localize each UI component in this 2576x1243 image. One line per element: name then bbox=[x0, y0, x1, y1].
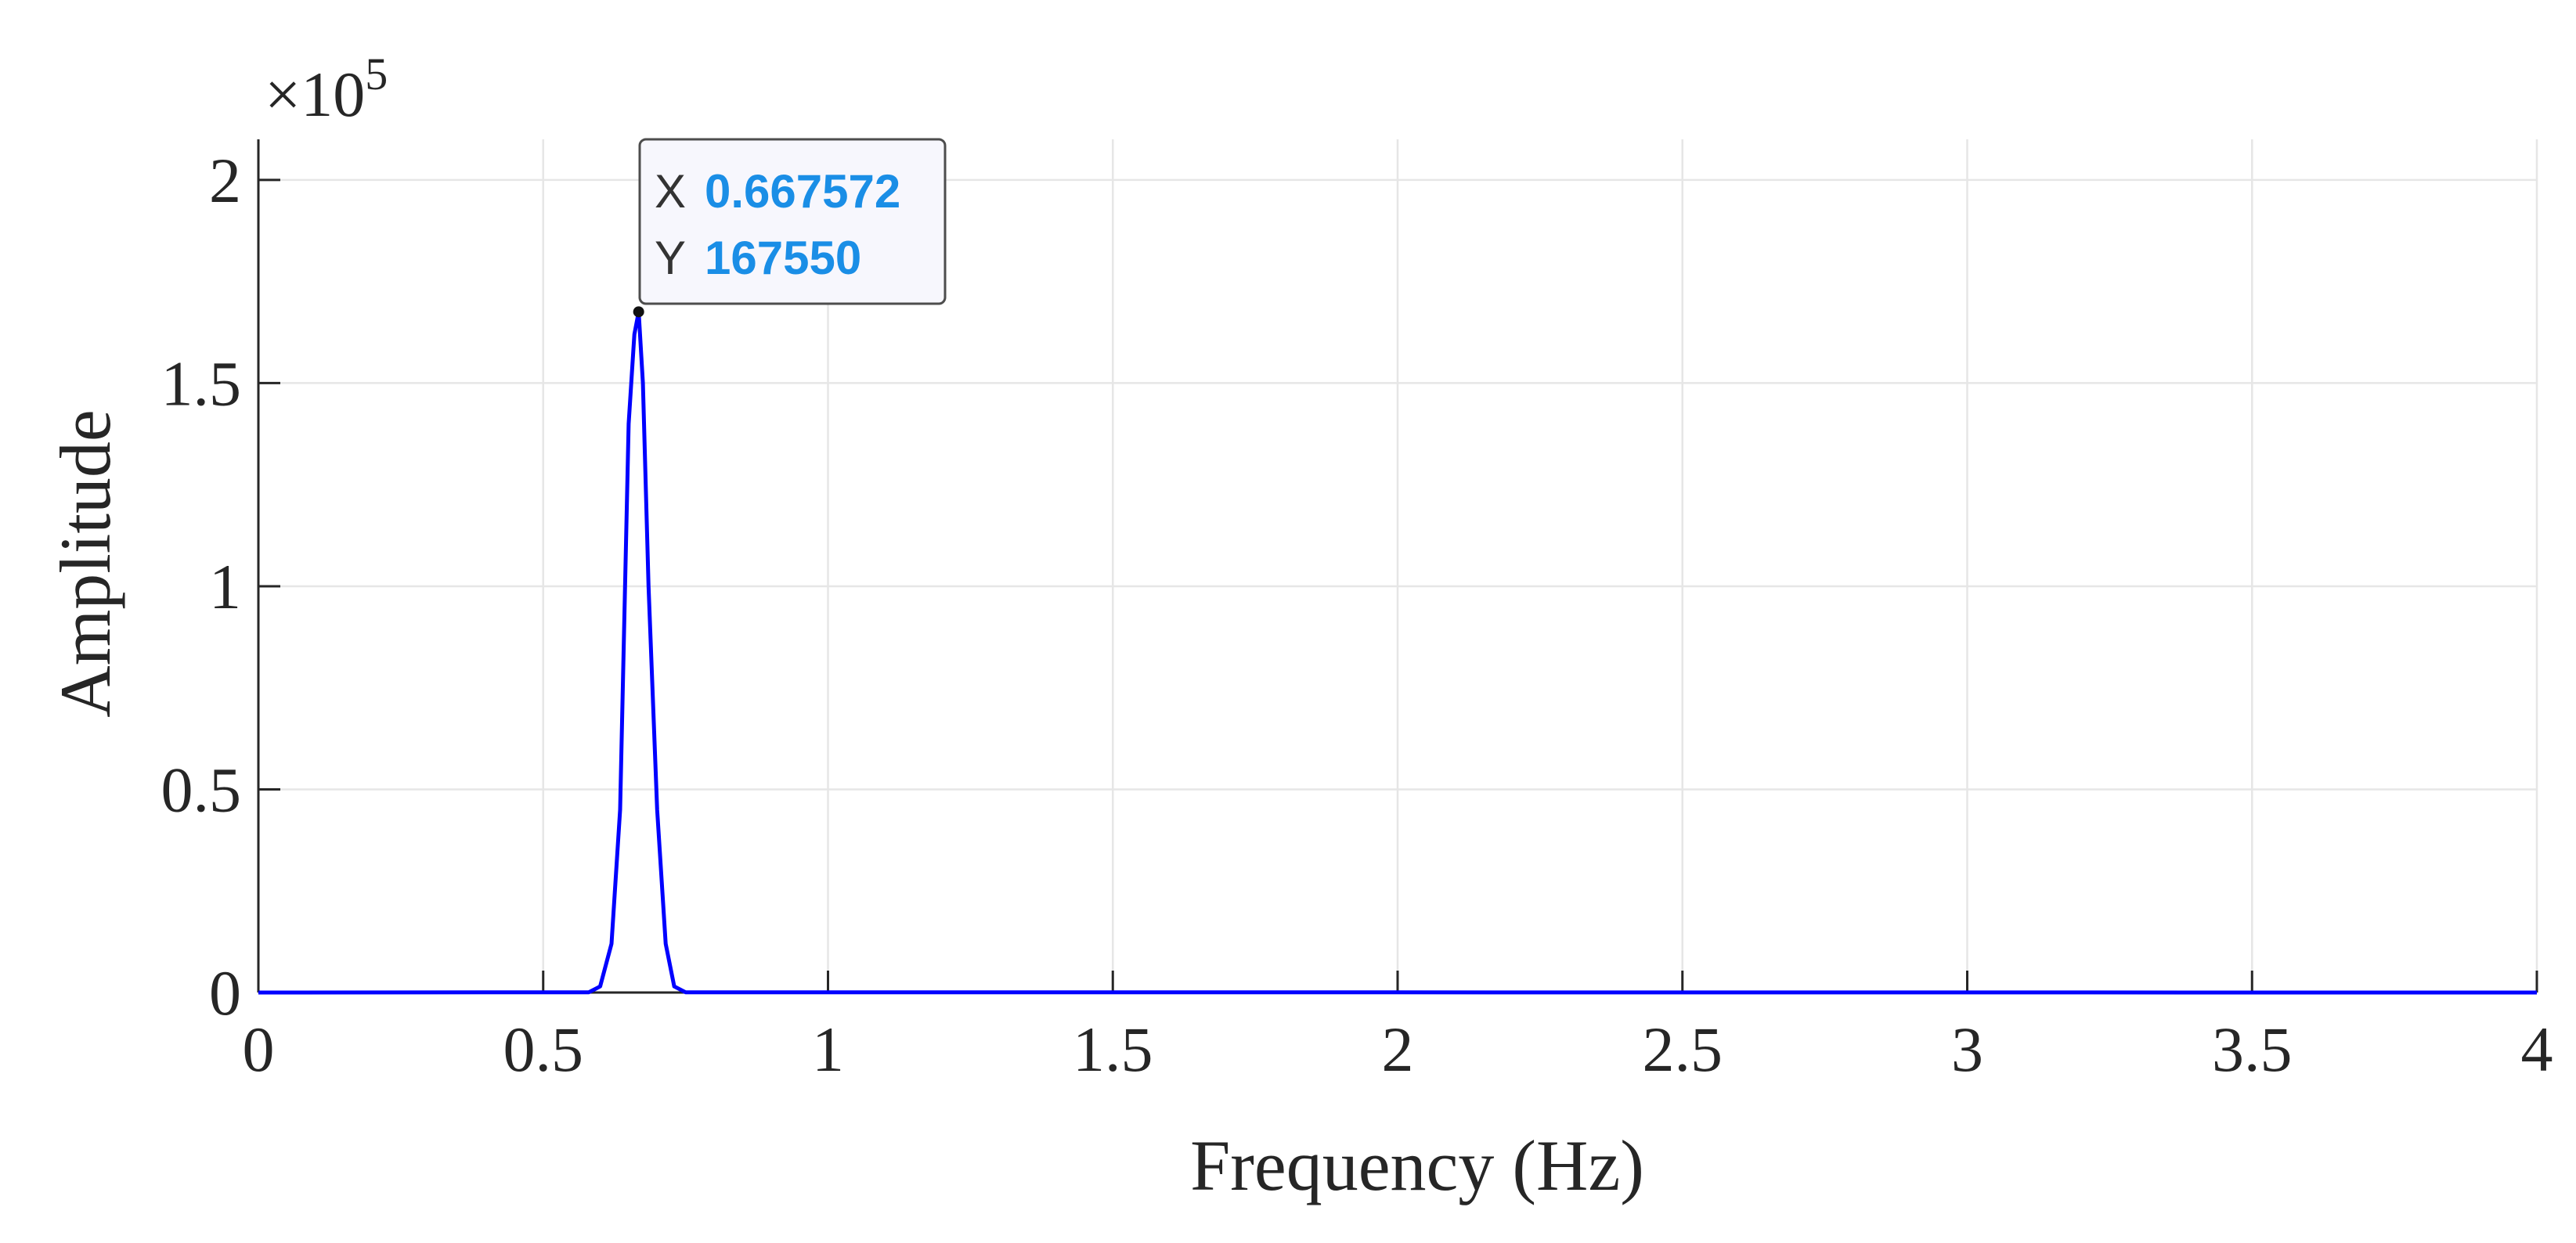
y-tick-label: 0 bbox=[209, 957, 241, 1029]
grid-lines bbox=[257, 139, 2538, 994]
y-tick-label: 0.5 bbox=[161, 754, 242, 825]
y-tick-label: 2 bbox=[209, 145, 241, 216]
datatip-x-value: 0.667572 bbox=[705, 165, 900, 218]
x-tick-label: 0 bbox=[243, 1014, 275, 1085]
y-tick-label: 1 bbox=[209, 551, 241, 622]
datatip-x-key: X bbox=[655, 165, 686, 218]
y-axis-label: Amplitude bbox=[45, 409, 125, 718]
x-tick-label: 2 bbox=[1382, 1014, 1414, 1085]
datatip-box bbox=[638, 138, 947, 305]
datatip-marker bbox=[633, 306, 644, 318]
datatip-y-value: 167550 bbox=[705, 232, 861, 284]
x-tick-label: 3.5 bbox=[2212, 1014, 2293, 1085]
x-tick-label: 1.5 bbox=[1073, 1014, 1153, 1085]
x-tick-label: 3 bbox=[1951, 1014, 1983, 1085]
datatip-y-key: Y bbox=[655, 232, 686, 284]
x-tick-label: 2.5 bbox=[1643, 1014, 1723, 1085]
x-tick-label: 1 bbox=[812, 1014, 844, 1085]
x-tick-label: 4 bbox=[2521, 1014, 2553, 1085]
x-axis-label: Frequency (Hz) bbox=[1190, 1126, 1644, 1205]
y-tick-label: 1.5 bbox=[161, 348, 242, 419]
datatip[interactable]: X 0.667572 Y 167550 bbox=[633, 138, 947, 318]
y-scale-exponent: ×105 bbox=[265, 49, 388, 130]
x-tick-label: 0.5 bbox=[503, 1014, 584, 1085]
x-tick-labels: 0 0.5 1 1.5 2 2.5 3 3.5 4 bbox=[243, 1014, 2553, 1085]
y-tick-labels: 0 0.5 1 1.5 2 bbox=[161, 145, 242, 1029]
